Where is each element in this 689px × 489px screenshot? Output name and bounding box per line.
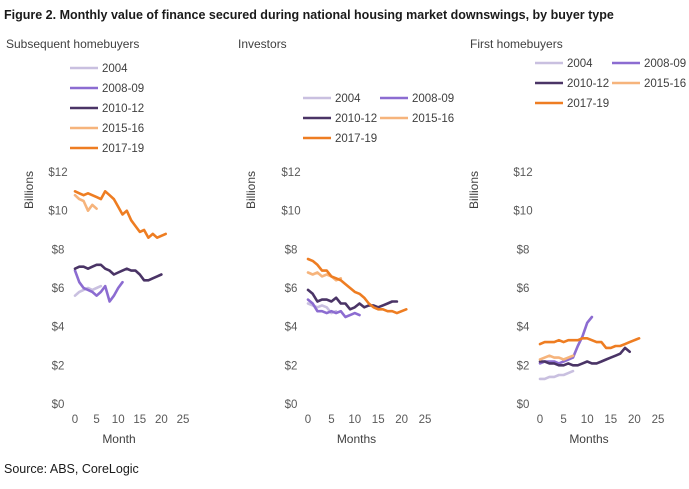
x-tick-label: 10 bbox=[581, 414, 594, 426]
series-line-2008-09 bbox=[306, 298, 361, 319]
legend-label: 2010-12 bbox=[335, 113, 377, 125]
series-line-2017-19 bbox=[306, 257, 408, 315]
legend-label: 2015-16 bbox=[644, 78, 686, 90]
x-tick-label: 25 bbox=[177, 414, 190, 426]
legend-label: 2015-16 bbox=[102, 123, 144, 135]
series-line-2010-12 bbox=[306, 288, 399, 311]
legend-label: 2008-09 bbox=[102, 83, 144, 95]
y-axis-label: Billions bbox=[467, 171, 481, 209]
y-tick-label: $12 bbox=[48, 167, 67, 179]
y-tick-label: $6 bbox=[285, 283, 298, 295]
series-line-2004 bbox=[73, 284, 103, 298]
y-tick-label: $6 bbox=[52, 283, 65, 295]
panel-title: Investors bbox=[238, 37, 287, 51]
x-tick-label: 5 bbox=[328, 414, 334, 426]
x-tick-label: 20 bbox=[155, 414, 168, 426]
x-tick-label: 15 bbox=[372, 414, 385, 426]
y-tick-label: $8 bbox=[285, 244, 298, 256]
series-line-2015-16 bbox=[306, 271, 343, 282]
y-tick-label: $0 bbox=[285, 399, 298, 411]
x-tick-label: 0 bbox=[305, 414, 311, 426]
y-tick-label: $10 bbox=[48, 206, 67, 218]
x-tick-label: 10 bbox=[348, 414, 361, 426]
legend-label: 2010-12 bbox=[102, 103, 144, 115]
y-tick-label: $0 bbox=[52, 399, 65, 411]
x-tick-label: 25 bbox=[652, 414, 665, 426]
y-tick-label: $10 bbox=[281, 206, 300, 218]
y-tick-label: $12 bbox=[281, 167, 300, 179]
y-tick-label: $0 bbox=[517, 399, 530, 411]
x-axis-label: Month bbox=[102, 432, 135, 446]
legend-label: 2010-12 bbox=[567, 78, 609, 90]
legend-label: 2015-16 bbox=[412, 113, 454, 125]
y-tick-label: $2 bbox=[52, 360, 65, 372]
x-tick-label: 20 bbox=[395, 414, 408, 426]
y-tick-label: $2 bbox=[285, 360, 298, 372]
y-tick-label: $6 bbox=[517, 283, 530, 295]
y-tick-label: $12 bbox=[513, 167, 532, 179]
legend-label: 2017-19 bbox=[102, 143, 144, 155]
x-tick-label: 0 bbox=[537, 414, 543, 426]
series-line-2008-09 bbox=[538, 315, 594, 365]
y-tick-label: $8 bbox=[517, 244, 530, 256]
x-axis-label: Months bbox=[337, 432, 376, 446]
legend-label: 2017-19 bbox=[567, 98, 609, 110]
series-line-2015-16 bbox=[538, 354, 575, 361]
series-line-2017-19 bbox=[73, 190, 167, 239]
legend-label: 2017-19 bbox=[335, 133, 377, 145]
x-tick-label: 10 bbox=[112, 414, 125, 426]
x-tick-label: 20 bbox=[628, 414, 641, 426]
legend-label: 2004 bbox=[335, 93, 361, 105]
x-tick-label: 5 bbox=[560, 414, 566, 426]
x-tick-label: 5 bbox=[93, 414, 99, 426]
series-line-2008-09 bbox=[73, 269, 124, 303]
panel-title: First homebuyers bbox=[470, 37, 563, 51]
y-axis-label: Billions bbox=[22, 171, 36, 209]
panel-title: Subsequent homebuyers bbox=[6, 37, 139, 51]
x-tick-label: 0 bbox=[72, 414, 78, 426]
series-line-2004 bbox=[538, 369, 575, 381]
legend-label: 2008-09 bbox=[412, 93, 454, 105]
y-axis-label: Billions bbox=[244, 171, 258, 209]
y-tick-label: $10 bbox=[513, 206, 532, 218]
y-tick-label: $4 bbox=[285, 322, 298, 334]
series-line-2010-12 bbox=[538, 346, 632, 367]
legend-label: 2004 bbox=[102, 63, 128, 75]
x-tick-label: 15 bbox=[133, 414, 146, 426]
y-tick-label: $4 bbox=[517, 322, 530, 334]
series-line-2017-19 bbox=[538, 336, 641, 350]
x-tick-label: 15 bbox=[604, 414, 617, 426]
x-axis-label: Months bbox=[569, 432, 608, 446]
y-tick-label: $2 bbox=[517, 360, 530, 372]
legend-label: 2004 bbox=[567, 58, 593, 70]
x-tick-label: 25 bbox=[419, 414, 432, 426]
series-line-2010-12 bbox=[73, 263, 163, 282]
legend-label: 2008-09 bbox=[644, 58, 686, 70]
y-tick-label: $4 bbox=[52, 322, 65, 334]
y-tick-label: $8 bbox=[52, 244, 65, 256]
figure-source: Source: ABS, CoreLogic bbox=[4, 462, 139, 476]
figure-title: Figure 2. Monthly value of finance secur… bbox=[4, 8, 614, 22]
series-line-2015-16 bbox=[73, 193, 98, 212]
